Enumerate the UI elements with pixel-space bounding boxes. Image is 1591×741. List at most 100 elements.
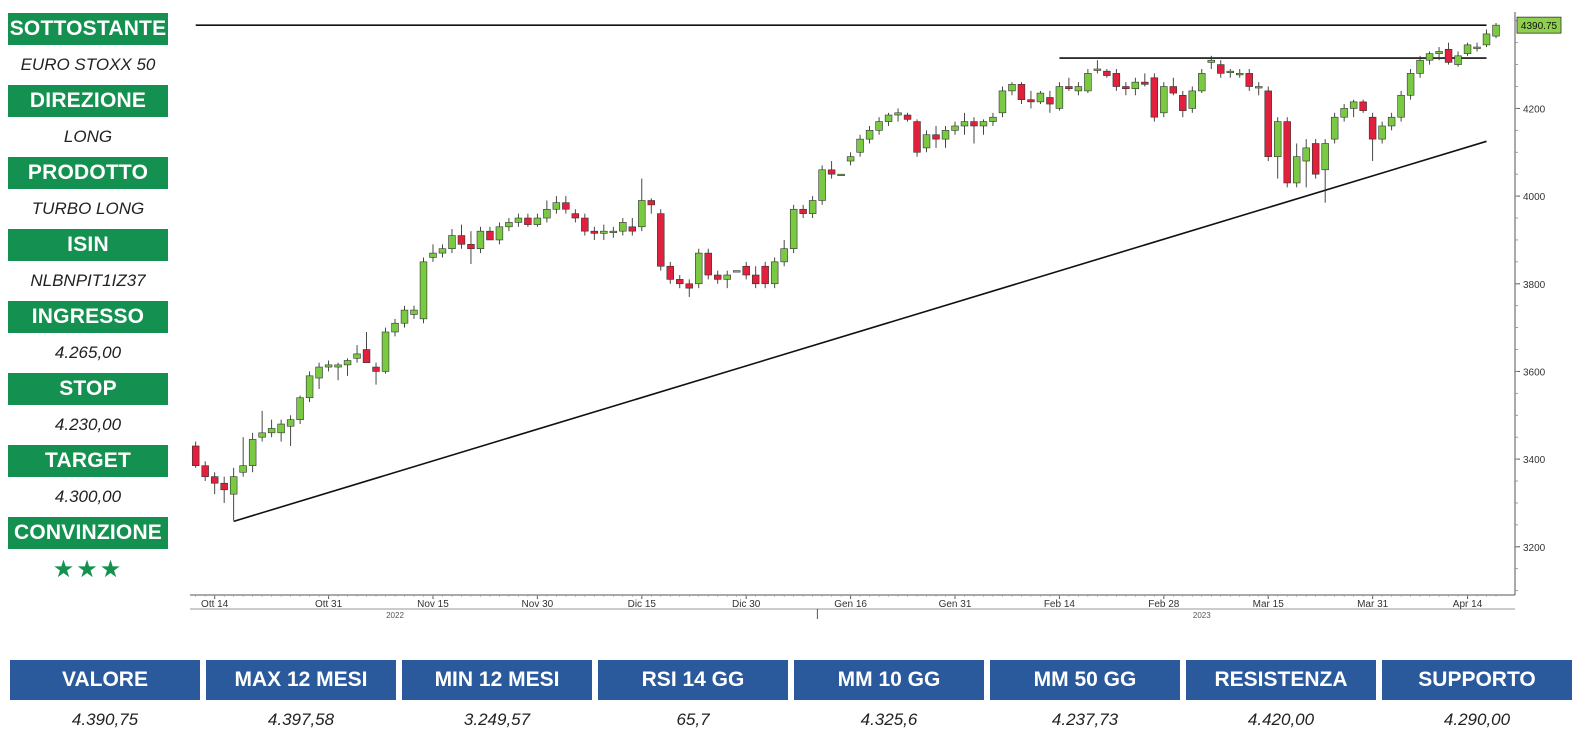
x-tick-label: Gen 31 <box>939 599 972 610</box>
candle <box>657 209 665 271</box>
candle <box>666 261 674 284</box>
candle-body-down <box>913 121 921 153</box>
candle-body-down <box>1065 86 1073 90</box>
candle <box>770 257 779 289</box>
candle <box>210 472 219 495</box>
candle <box>865 125 874 144</box>
candle-body-down <box>1112 73 1121 87</box>
candle-body-down <box>1283 121 1291 184</box>
candle <box>1349 99 1358 118</box>
candle <box>571 209 580 223</box>
candle <box>695 248 703 289</box>
stats-value-resistenza: 4.420,00 <box>1186 700 1376 740</box>
candle <box>400 305 409 328</box>
candle <box>1226 68 1234 78</box>
candle-body-up <box>770 261 779 285</box>
candle-body-down <box>467 244 475 250</box>
candle <box>201 461 209 482</box>
candle-body-up <box>1084 73 1092 92</box>
candle <box>1065 77 1073 91</box>
panel-label-prodotto: PRODOTTO <box>8 157 168 189</box>
x-tick-label: Apr 14 <box>1453 599 1483 610</box>
candle <box>1302 139 1310 188</box>
candle-body-up <box>552 202 561 210</box>
candle-body-up <box>941 130 950 140</box>
candle <box>1340 104 1348 122</box>
stats-value-rsi-14-gg: 65,7 <box>598 700 788 740</box>
candle <box>1179 90 1187 118</box>
stats-value-valore: 4.390,75 <box>10 700 200 740</box>
candle-body-down <box>799 208 807 214</box>
candle-body-up <box>1416 59 1424 74</box>
candle <box>220 476 228 503</box>
candle <box>1444 42 1453 65</box>
x-tick-label: Feb 14 <box>1044 599 1076 610</box>
candle-body-up <box>1435 51 1443 54</box>
panel-value-direzione: LONG <box>8 117 168 157</box>
candle <box>277 419 285 442</box>
candle-body-up <box>1008 84 1016 92</box>
candle-body-down <box>220 482 228 491</box>
candle-body-down <box>932 134 940 140</box>
info-panel: SOTTOSTANTE EURO STOXX 50 DIREZIONE LONG PRO… <box>8 13 168 589</box>
candle-body-down <box>827 169 836 175</box>
candle-body-up <box>789 208 798 250</box>
candle <box>619 218 627 236</box>
candle <box>751 266 760 289</box>
candle-body-down <box>685 283 693 289</box>
stats-value-min-12-mesi: 3.249,57 <box>402 700 592 740</box>
candle-body-down <box>581 217 589 232</box>
candle <box>239 437 247 477</box>
candle-body-up <box>1330 116 1339 140</box>
candle <box>780 239 788 267</box>
candle-body-up <box>1463 44 1472 54</box>
stats-header-max-12-mesi: MAX 12 MESI <box>206 660 396 700</box>
candle <box>1008 82 1016 96</box>
y-tick-label: 3400 <box>1523 455 1546 466</box>
candle <box>742 261 750 280</box>
candle-body-down <box>486 230 494 241</box>
candle <box>1397 90 1405 122</box>
y-tick-label: 4000 <box>1523 192 1546 203</box>
candle <box>562 196 570 214</box>
candle-body-down <box>590 230 599 234</box>
candle-body-up <box>448 235 456 250</box>
panel-label-sottostante: SOTTOSTANTE <box>8 13 168 45</box>
candle-body-down <box>1359 101 1367 111</box>
candle <box>552 196 561 214</box>
candle <box>1463 42 1472 56</box>
candle <box>1217 60 1225 78</box>
candle <box>922 130 931 153</box>
candle-body-up <box>1340 108 1348 118</box>
last-price-label: 4390.75 <box>1521 21 1558 32</box>
last-price-tag <box>1516 16 1562 34</box>
y-tick-label: 4200 <box>1523 104 1546 115</box>
candle-body-up <box>1198 73 1206 92</box>
candle <box>1292 143 1301 188</box>
candle <box>495 222 504 245</box>
candle-body-up <box>543 208 551 219</box>
candle-body-up <box>1425 53 1434 61</box>
candle <box>913 119 921 157</box>
candle-body-up <box>286 419 295 427</box>
candle-body-down <box>1150 77 1159 118</box>
candle-body-up <box>1397 94 1405 118</box>
candle-body-up <box>619 222 627 232</box>
candle <box>410 305 418 319</box>
candle-body-down <box>1017 84 1026 100</box>
candle <box>438 244 447 258</box>
candle <box>846 152 855 166</box>
candle <box>1406 68 1415 100</box>
candle <box>818 165 826 205</box>
candle-body-up <box>1074 86 1083 92</box>
candle <box>676 275 684 289</box>
candle <box>267 419 276 438</box>
candle <box>476 226 485 254</box>
candle <box>229 467 238 521</box>
candle-body-up <box>1492 24 1500 37</box>
panel-label-isin: ISIN <box>8 229 168 261</box>
stats-header-row: VALORE MAX 12 MESI MIN 12 MESI RSI 14 GG MM … <box>10 660 1572 700</box>
candle-body-up <box>1292 156 1301 184</box>
candle <box>1264 86 1272 162</box>
panel-value-prodotto: TURBO LONG <box>8 189 168 229</box>
